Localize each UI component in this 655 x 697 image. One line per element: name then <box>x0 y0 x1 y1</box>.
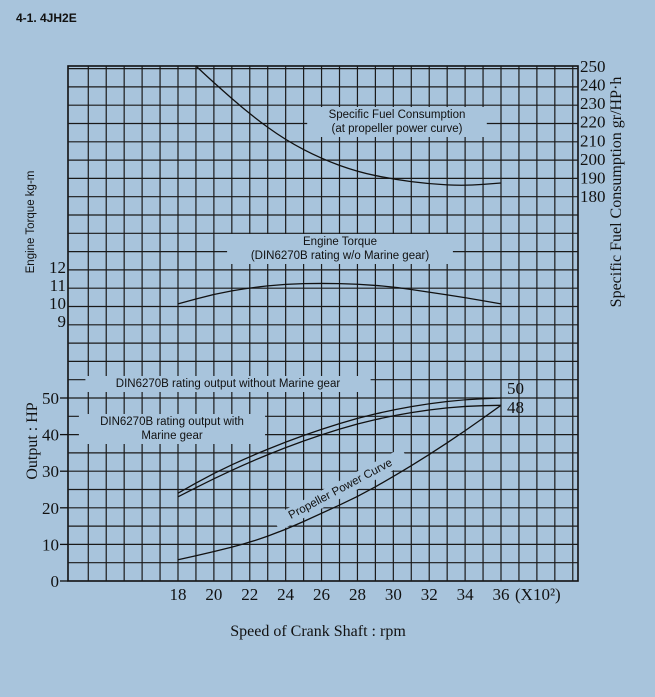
output-without-gear-label-text: DIN6270B rating output without Marine ge… <box>116 378 341 390</box>
plot-frame <box>67 65 579 582</box>
fuel-curve-label-text: Specific Fuel Consumption <box>329 109 466 121</box>
x-axis-title: Speed of Crank Shaft : rpm <box>230 623 406 640</box>
fuel-curve-label-bg <box>307 107 487 137</box>
output-without-gear-curve <box>177 397 502 494</box>
page-title: 4-1. 4JH2E <box>16 11 77 25</box>
fuel-tick-label: 230 <box>580 94 606 113</box>
output-with-gear-label-bg <box>78 414 266 444</box>
rpm-tick-label: 26 <box>313 585 330 604</box>
rpm-tick-label: 36 <box>493 585 510 604</box>
propeller-power-curve <box>177 404 502 561</box>
rpm-tick-label: 18 <box>170 585 187 604</box>
rpm-tick-label: 22 <box>241 585 258 604</box>
output-tick-label: 20 <box>42 499 59 518</box>
fuel-axis-title: Specific Fuel Consumption gr/HP·h <box>608 77 625 308</box>
fuel-consumption-curve <box>195 65 502 186</box>
rpm-tick-label: 30 <box>385 585 402 604</box>
output-tick-label: 0 <box>51 572 60 591</box>
output-tick-label: 40 <box>42 426 59 445</box>
output-tick-label: 30 <box>42 462 59 481</box>
rpm-tick-label: 32 <box>421 585 438 604</box>
torque-curve-label: Engine Torque (DIN6270B rating w/o Marine… <box>227 234 453 264</box>
output-with-gear-label-text: DIN6270B rating output with <box>100 416 244 428</box>
rpm-tick-label: 28 <box>349 585 366 604</box>
fuel-tick-label: 180 <box>580 187 606 206</box>
propeller-curve-label-bg <box>272 447 410 531</box>
rpm-tick-label: 20 <box>205 585 222 604</box>
rpm-tick-label: 24 <box>277 585 295 604</box>
torque-tick-label: 10 <box>49 294 66 313</box>
engine-torque-curve <box>177 282 502 305</box>
x-unit-label: (X10²) <box>515 585 561 604</box>
chart-curves <box>177 65 502 561</box>
output-with-gear-curve <box>177 404 502 498</box>
fuel-tick-label: 220 <box>580 113 606 132</box>
fuel-tick-label: 240 <box>580 76 606 95</box>
rpm-tick-label: 34 <box>457 585 475 604</box>
torque-tick-label: 11 <box>50 276 66 295</box>
torque-curve-label-text: (DIN6270B rating w/o Marine gear) <box>251 250 429 262</box>
torque-curve-label-bg <box>227 234 453 264</box>
fuel-tick-label: 250 <box>580 57 606 76</box>
output-tick-label: 50 <box>42 389 59 408</box>
end-label-48: 48 <box>507 398 524 417</box>
fuel-curve-label: Specific Fuel Consumption (at propeller p… <box>307 107 487 137</box>
fuel-curve-label-text: (at propeller power curve) <box>331 123 462 135</box>
torque-tick-label: 9 <box>58 312 67 331</box>
output-axis-title: Output : HP <box>24 402 41 479</box>
torque-tick-label: 12 <box>49 258 66 277</box>
fuel-tick-label: 210 <box>580 131 606 150</box>
output-with-gear-label-text: Marine gear <box>141 430 203 442</box>
fuel-tick-label: 200 <box>580 150 606 169</box>
torque-axis-title: Engine Torque kg-m <box>25 171 37 274</box>
chart-labels: 0102030405091011121801902002102202302402… <box>24 57 625 640</box>
fuel-tick-label: 190 <box>580 168 606 187</box>
output-without-gear-label: DIN6270B rating output without Marine ge… <box>85 376 371 392</box>
output-with-gear-label: DIN6270B rating output with Marine gear <box>78 414 266 444</box>
output-tick-label: 10 <box>42 535 59 554</box>
output-without-gear-label-bg <box>85 376 371 392</box>
torque-curve-label-text: Engine Torque <box>303 236 377 248</box>
end-label-50: 50 <box>507 379 524 398</box>
